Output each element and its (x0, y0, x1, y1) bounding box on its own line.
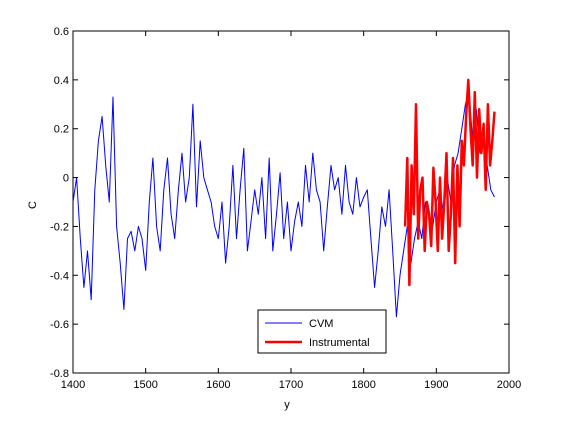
y-tick-label: 0 (63, 173, 69, 185)
x-tick-label: 1700 (279, 379, 303, 391)
legend-label-instrumental: Instrumental (309, 337, 370, 349)
legend-label-cvm: CVM (309, 318, 333, 330)
x-tick-label: 1400 (61, 379, 85, 391)
y-tick-label: 0.4 (54, 75, 69, 87)
y-tick-label: 0.2 (54, 124, 69, 136)
series-layer (72, 78, 496, 318)
y-tick-label: 0.6 (54, 26, 69, 38)
legend-box (257, 309, 387, 354)
x-tick-label: 1800 (351, 379, 375, 391)
x-tick-label: 1500 (133, 379, 157, 391)
x-axis-label: y (284, 399, 290, 411)
y-tick-label: -0.8 (50, 368, 69, 380)
x-tick-label: 1600 (206, 379, 230, 391)
x-tick-label: 2000 (497, 379, 521, 391)
axis-ticks: 1400 1500 1600 1700 1800 1900 2000 -0.8 -0.6 -0.4… (50, 26, 521, 391)
y-axis-label: C (27, 201, 39, 209)
y-tick-label: -0.2 (50, 221, 69, 233)
series-line-instrumental (403, 78, 496, 287)
y-tick-label: -0.6 (50, 319, 69, 331)
x-tick-label: 1900 (424, 379, 448, 391)
y-tick-label: -0.4 (50, 270, 69, 282)
legend: CVM Instrumental (257, 309, 387, 354)
